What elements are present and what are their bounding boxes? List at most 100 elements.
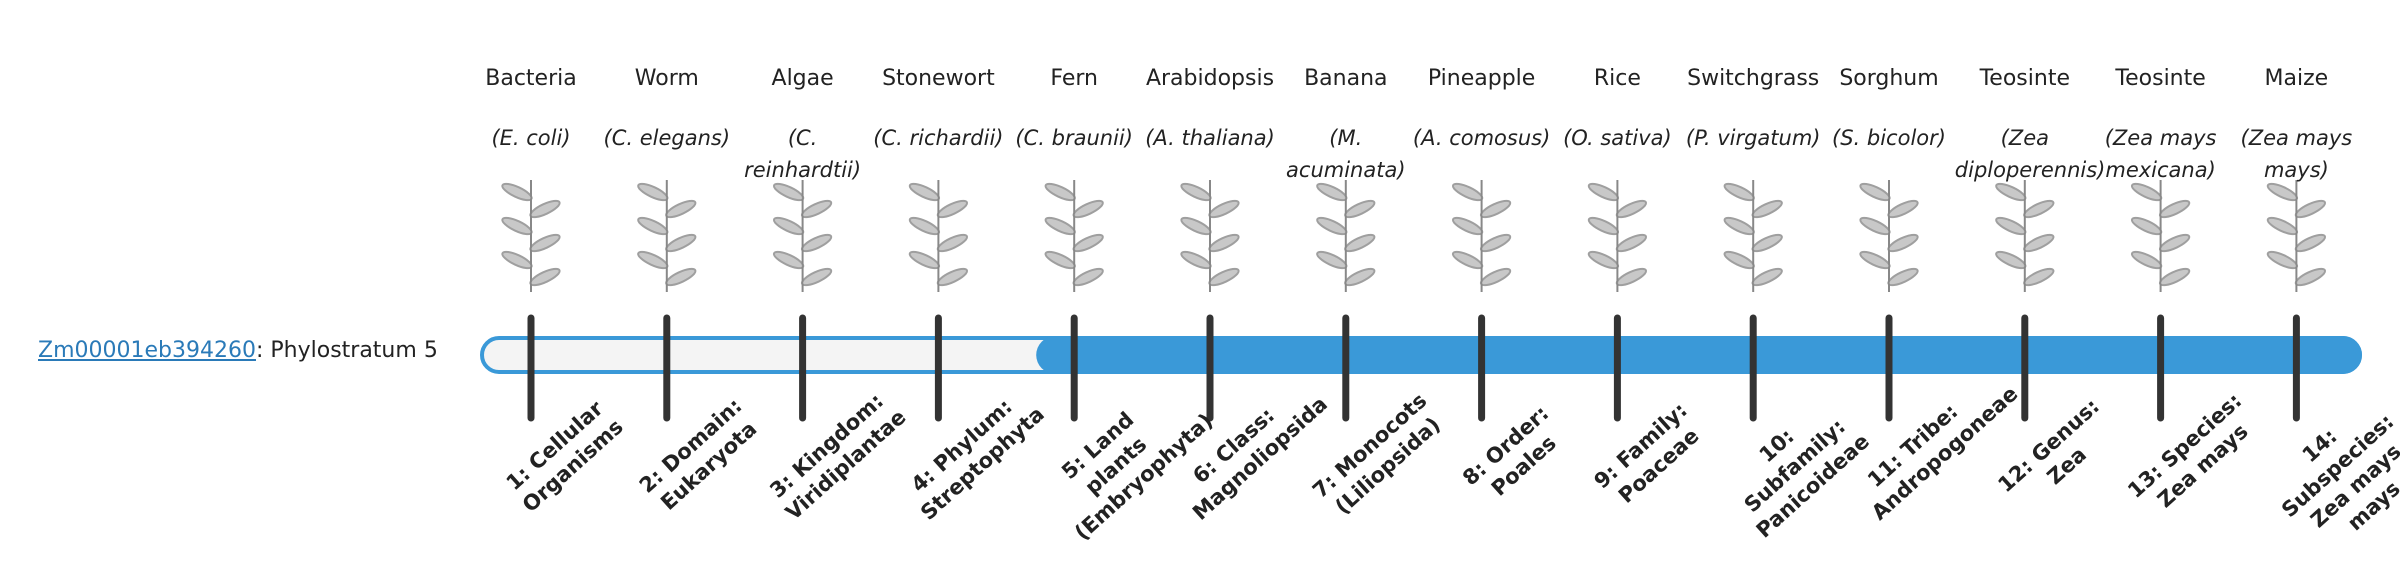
icon-leaf (2130, 182, 2163, 202)
organism-species: (A. comosus) (1412, 126, 1551, 150)
icon-leaf (1072, 199, 1104, 219)
icon-leaf (936, 267, 969, 287)
organism-icon (1995, 180, 2055, 292)
icon-leaf (1044, 250, 1076, 270)
icon-leaf (1995, 250, 2027, 270)
icon-leaf (908, 216, 941, 236)
icon-leaf (529, 233, 561, 253)
organism-species: (Zea mays mays) (2240, 126, 2353, 182)
icon-leaf (1887, 267, 1919, 287)
organism-icon (1180, 180, 1240, 292)
organism-name: Fern (1050, 66, 1098, 91)
icon-leaf (637, 216, 669, 236)
icon-leaf (2294, 233, 2327, 253)
icon-leaf (1316, 182, 1348, 202)
organism-species: (Zea mays mexicana) (2104, 126, 2217, 182)
organism-icon (501, 180, 561, 292)
organism-name: Teosinte (1979, 66, 2070, 91)
icon-leaf (2023, 199, 2055, 219)
organism-name: Switchgrass (1687, 66, 1820, 91)
icon-leaf (2023, 233, 2055, 253)
icon-leaf (2158, 267, 2191, 287)
organism-name: Bacteria (485, 66, 577, 91)
icon-leaf (1044, 182, 1076, 202)
icon-leaf (1180, 216, 1212, 236)
organism-species: (C. braunii) (1015, 126, 1133, 150)
icon-leaf (908, 250, 941, 270)
icon-leaf (1723, 250, 1755, 270)
icon-leaf (2266, 250, 2299, 270)
organism-icon (1451, 180, 1512, 292)
organism-icon (2130, 180, 2191, 292)
organism-icon (908, 180, 969, 292)
icon-leaf (936, 199, 969, 219)
organism-icon (2266, 180, 2327, 292)
icon-leaf (1072, 233, 1104, 253)
bar-fill (1036, 336, 2362, 374)
icon-leaf (1344, 233, 1376, 253)
icon-leaf (501, 216, 533, 236)
icon-leaf (1208, 233, 1240, 253)
icon-leaf (1587, 250, 1620, 270)
icon-leaf (501, 182, 533, 202)
icon-leaf (2130, 216, 2163, 236)
icon-leaf (2158, 233, 2191, 253)
gene-link[interactable]: Zm00001eb394260 (38, 338, 256, 363)
organism-name: Rice (1593, 66, 1641, 91)
icon-leaf (1316, 250, 1348, 270)
icon-leaf (529, 199, 561, 219)
icon-leaf (1316, 216, 1348, 236)
icon-leaf (1859, 250, 1891, 270)
organism-name: Sorghum (1839, 66, 1939, 91)
organism-species: (C. elegans) (603, 126, 731, 150)
organism-name: Pineapple (1427, 66, 1536, 91)
icon-leaf (800, 233, 833, 253)
gene-label: Zm00001eb394260: Phylostratum 5 (38, 338, 438, 363)
organism-name: Arabidopsis (1145, 66, 1275, 91)
organism-name: Teosinte (2115, 66, 2206, 91)
organism-name: Worm (634, 66, 699, 91)
icon-leaf (2294, 199, 2327, 219)
organism-species: (C. richardii) (873, 126, 1004, 150)
icon-leaf (1479, 199, 1512, 219)
icon-leaf (1479, 233, 1512, 253)
icon-leaf (1615, 267, 1648, 287)
icon-leaf (529, 267, 561, 287)
stratum-number: 5 (423, 338, 438, 363)
icon-leaf (1451, 216, 1484, 236)
icon-leaf (2130, 250, 2163, 270)
icon-leaf (1887, 199, 1919, 219)
organism-species: (C. reinhardtii) (744, 126, 862, 182)
icon-leaf (1587, 182, 1620, 202)
icon-leaf (1072, 267, 1104, 287)
icon-leaf (1180, 182, 1212, 202)
icon-leaf (800, 199, 833, 219)
organism-icon (1859, 180, 1919, 292)
organism-species: (A. thaliana) (1145, 126, 1275, 150)
icon-leaf (665, 233, 697, 253)
icon-leaf (1587, 216, 1620, 236)
icon-leaf (665, 199, 697, 219)
icon-leaf (2266, 216, 2299, 236)
organism-name: Algae (771, 66, 834, 91)
organism-name: Stonewort (882, 66, 995, 91)
icon-leaf (1859, 182, 1891, 202)
organism-species: (O. sativa) (1563, 126, 1672, 150)
icon-leaf (1615, 199, 1648, 219)
icon-leaf (908, 182, 941, 202)
organism-species: (Zea diploperennis) (1954, 126, 2106, 182)
icon-leaf (1044, 216, 1076, 236)
organism-species: (M. acuminata) (1286, 126, 1406, 182)
icon-leaf (936, 233, 969, 253)
icon-leaf (1451, 250, 1484, 270)
organism-icon (1723, 180, 1783, 292)
icon-leaf (772, 182, 805, 202)
stratum-label: : Phylostratum (255, 338, 417, 363)
organism-species: (P. virgatum) (1685, 126, 1821, 150)
organism-icon (1587, 180, 1648, 292)
icon-leaf (1451, 182, 1484, 202)
organism-name: Maize (2264, 66, 2329, 91)
icon-leaf (1751, 199, 1783, 219)
